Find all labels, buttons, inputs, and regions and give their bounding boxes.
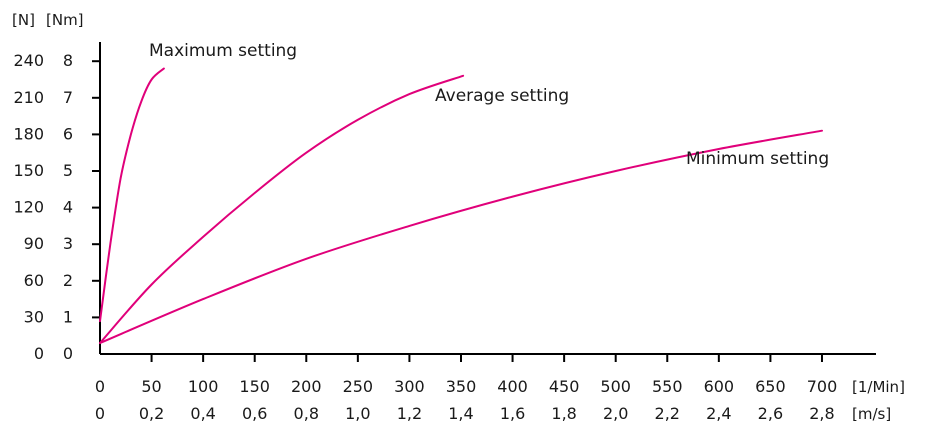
y-tick-label-right: 7 — [63, 88, 73, 107]
x-tick-label-secondary: 0,4 — [190, 404, 215, 423]
y-ticks: 0 0 30 1 60 2 90 3 120 4 150 5 180 6 210 7 240 8 — [13, 51, 100, 363]
series-line-minimum — [99, 129, 823, 344]
y-tick-label-left: 150 — [13, 161, 44, 180]
x-tick-label: 0 — [95, 377, 105, 396]
x-unit-secondary: [m/s] — [852, 405, 891, 423]
series — [99, 67, 823, 344]
series-line-maximum — [99, 67, 165, 323]
y-tick-label-left: 240 — [13, 51, 44, 70]
x-tick-label: 250 — [343, 377, 374, 396]
x-tick-label: 100 — [188, 377, 219, 396]
x-tick-label-secondary: 2,0 — [603, 404, 628, 423]
x-tick-label: 650 — [755, 377, 786, 396]
x-tick-label-secondary: 2,6 — [758, 404, 783, 423]
y-tick-label-left: 60 — [24, 271, 44, 290]
x-tick-label: 150 — [239, 377, 270, 396]
x-tick-label-secondary: 1,4 — [448, 404, 473, 423]
y-unit-right: [Nm] — [46, 11, 84, 29]
y-tick-label-left: 120 — [13, 198, 44, 217]
x-tick-label: 550 — [652, 377, 683, 396]
x-tick-label-secondary: 1,2 — [397, 404, 422, 423]
y-tick-label-right: 3 — [63, 234, 73, 253]
x-tick-label-secondary: 1,8 — [551, 404, 576, 423]
x-tick-label: 400 — [497, 377, 528, 396]
x-tick-label: 450 — [549, 377, 580, 396]
y-tick-label-right: 4 — [63, 198, 73, 217]
y-tick-label-left: 30 — [24, 307, 44, 326]
x-unit-primary: [1/Min] — [852, 378, 905, 396]
series-label-average: Average setting — [435, 86, 569, 106]
x-tick-label-secondary: 2,8 — [809, 404, 834, 423]
x-tick-label-secondary: 1,6 — [500, 404, 525, 423]
x-tick-label-secondary: 2,4 — [706, 404, 731, 423]
x-tick-label-secondary: 1,0 — [345, 404, 370, 423]
y-tick-label-right: 1 — [63, 307, 73, 326]
x-tick-label: 700 — [807, 377, 838, 396]
x-tick-label: 600 — [704, 377, 735, 396]
x-tick-label: 350 — [446, 377, 477, 396]
series-label-maximum: Maximum setting — [149, 41, 297, 61]
y-unit-left: [N] — [12, 11, 35, 29]
series-line-average — [99, 74, 465, 344]
x-tick-label-secondary: 0,2 — [139, 404, 164, 423]
y-tick-label-right: 5 — [63, 161, 73, 180]
axes — [99, 42, 876, 355]
y-tick-label-left: 180 — [13, 124, 44, 143]
x-tick-label-secondary: 0 — [95, 404, 105, 423]
y-tick-label-right: 2 — [63, 271, 73, 290]
y-tick-label-right: 6 — [63, 124, 73, 143]
x-tick-label-secondary: 0,6 — [242, 404, 267, 423]
x-tick-label: 500 — [600, 377, 631, 396]
y-tick-label-left: 0 — [34, 344, 44, 363]
x-tick-label: 50 — [141, 377, 161, 396]
y-tick-label-left: 90 — [24, 234, 44, 253]
series-label-minimum: Minimum setting — [686, 149, 829, 169]
x-ticks: 0 0 50 0,2 100 0,4 150 0,6 200 0,8 250 1,0 300 1,2 350… — [95, 354, 837, 423]
x-tick-label: 300 — [394, 377, 425, 396]
y-tick-label-right: 8 — [63, 51, 73, 70]
y-tick-label-right: 0 — [63, 344, 73, 363]
x-tick-label: 200 — [291, 377, 322, 396]
y-tick-label-left: 210 — [13, 88, 44, 107]
x-tick-label-secondary: 2,2 — [655, 404, 680, 423]
x-tick-label-secondary: 0,8 — [294, 404, 319, 423]
